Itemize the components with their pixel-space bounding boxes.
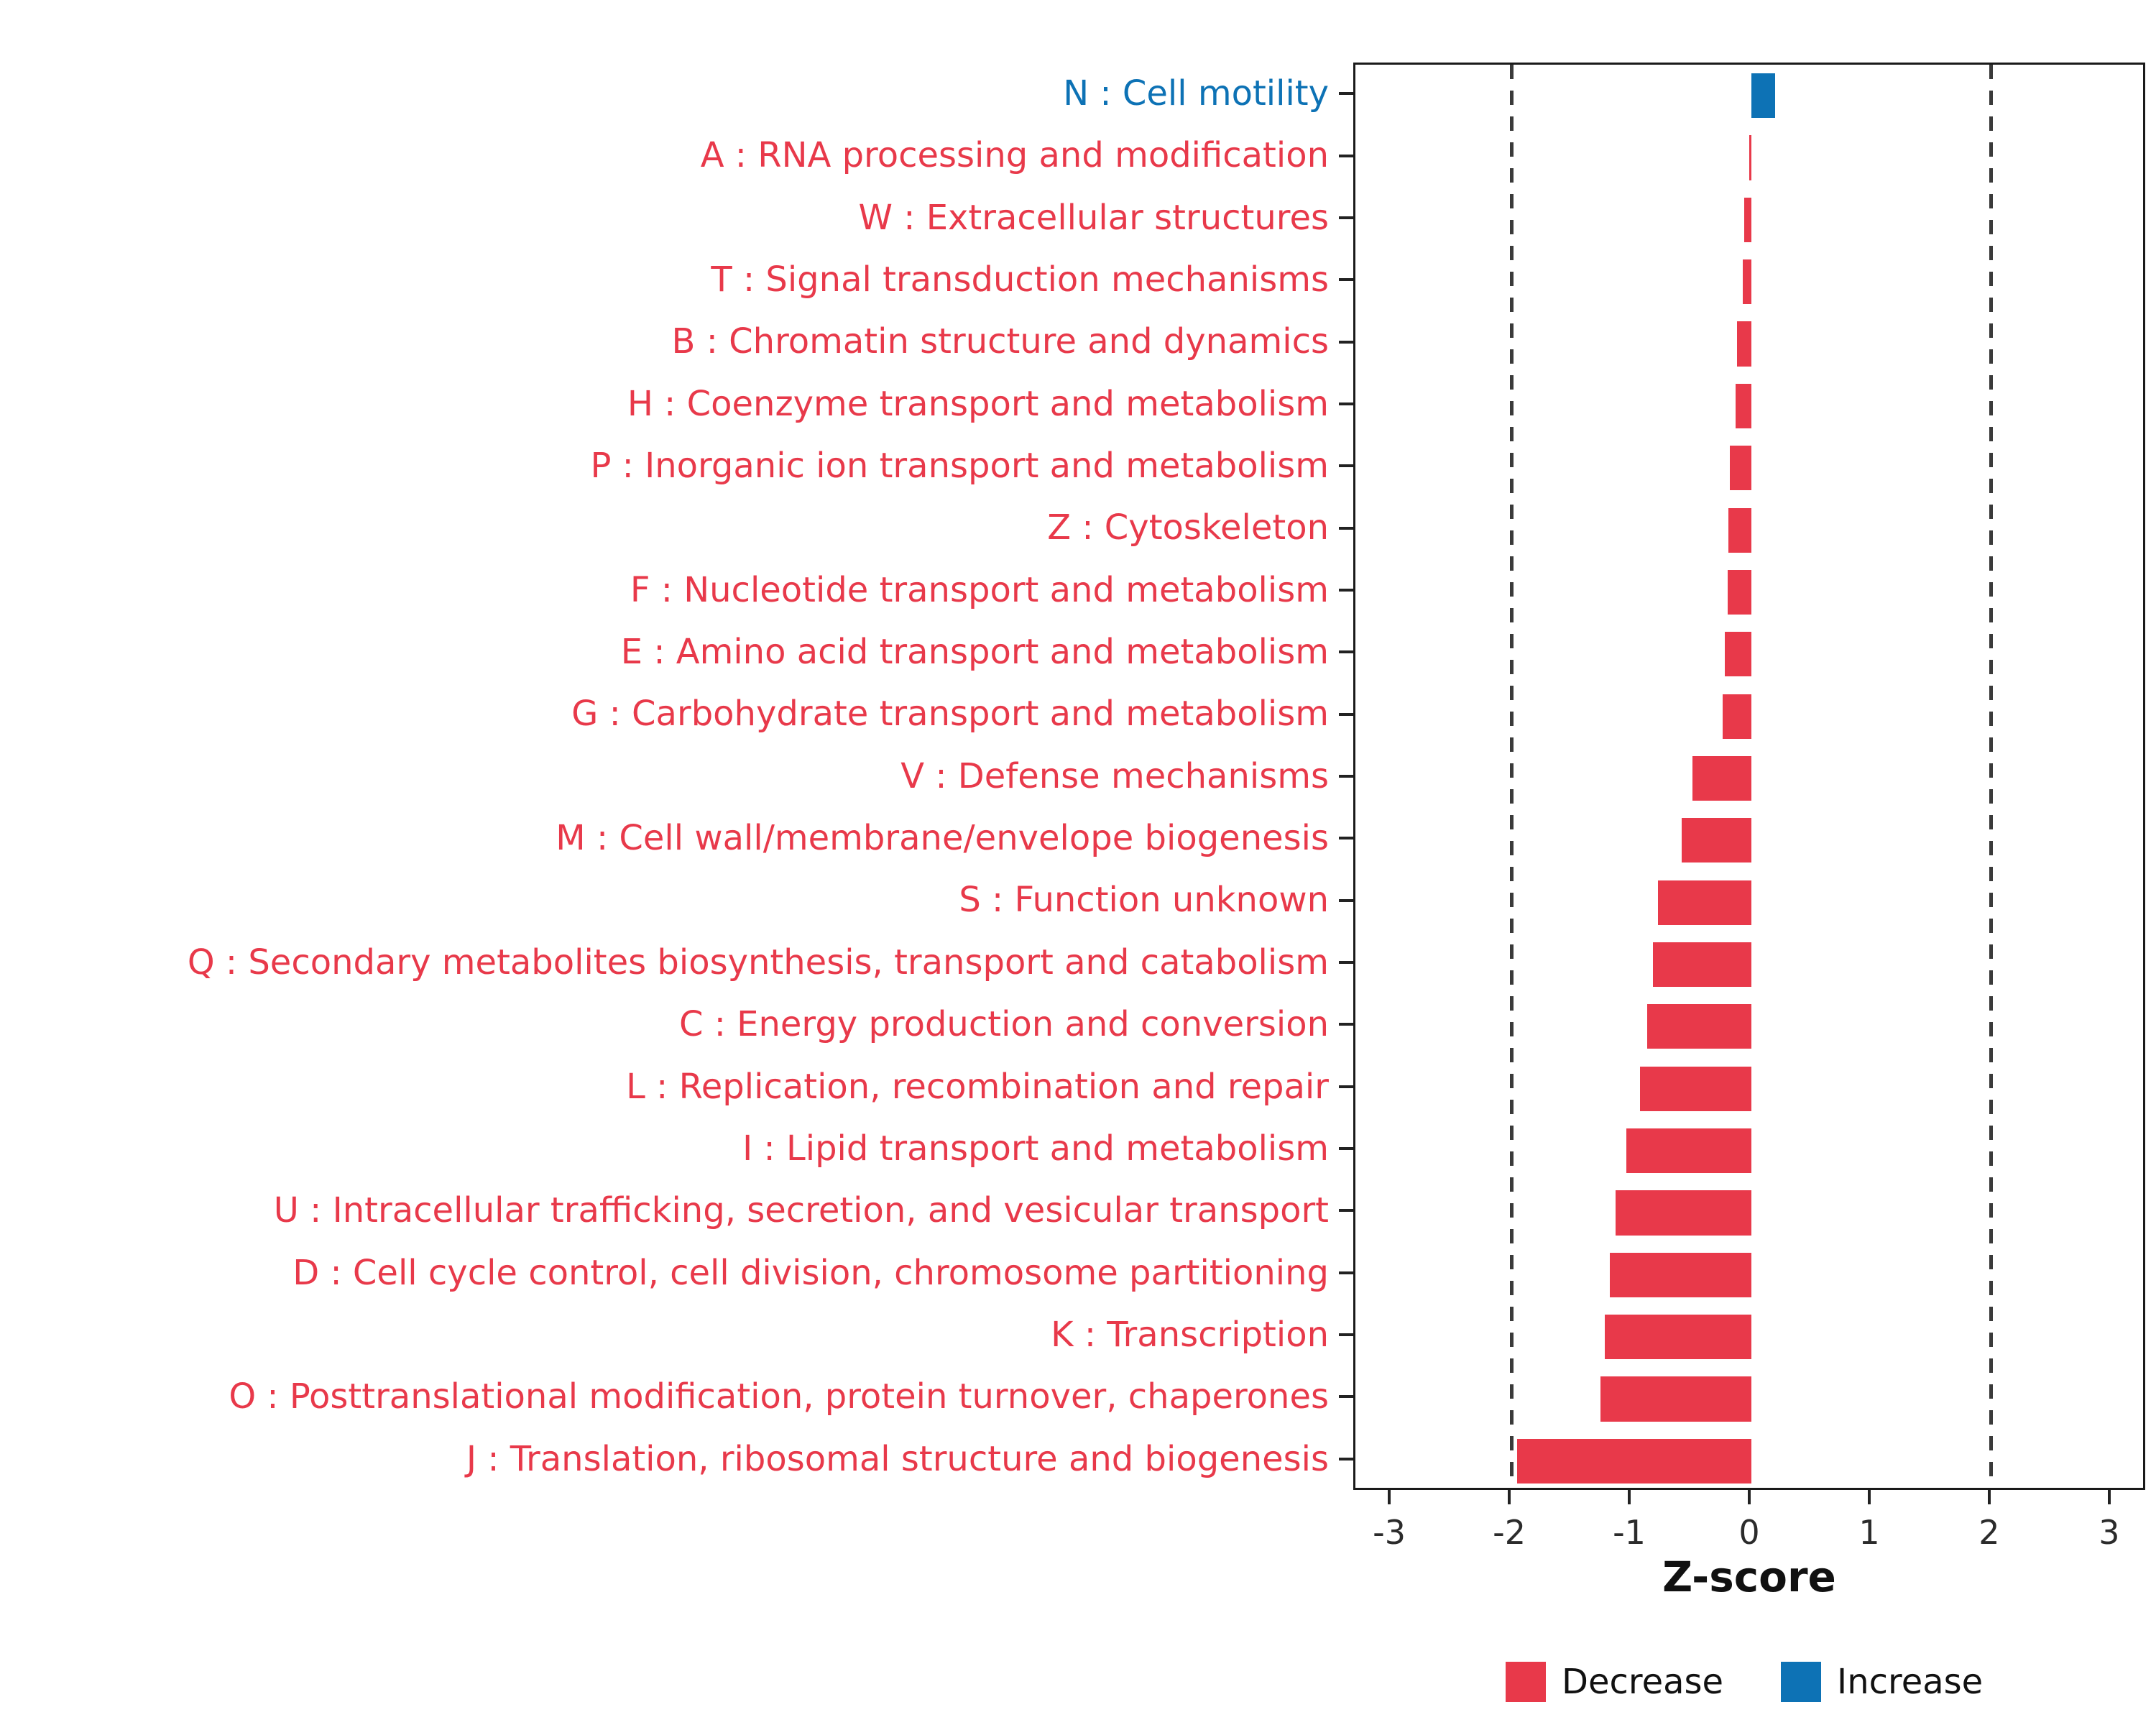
bar [1517,1438,1751,1484]
category-label: I : Lipid transport and metabolism [742,1128,1329,1169]
category-label: K : Transcription [1051,1314,1329,1355]
bar [1646,1004,1751,1049]
y-tick [1339,154,1353,157]
y-tick [1339,1457,1353,1460]
legend-label-increase: Increase [1837,1662,1984,1702]
y-tick [1339,1395,1353,1399]
category-label: F : Nucleotide transport and metabolism [630,569,1329,610]
bar [1725,632,1751,677]
category-label: O : Posttranslational modification, prot… [229,1376,1329,1417]
y-tick [1339,340,1353,344]
y-tick [1339,402,1353,405]
y-tick [1339,464,1353,468]
bar [1749,135,1751,180]
category-label: D : Cell cycle control, cell division, c… [292,1252,1329,1293]
y-tick [1339,216,1353,219]
category-label: G : Carbohydrate transport and metabolis… [571,694,1329,735]
x-tick-label: -2 [1493,1513,1526,1552]
y-tick [1339,650,1353,654]
bar [1743,197,1751,242]
legend-swatch-increase [1781,1662,1822,1702]
x-tick-label: 2 [1978,1513,2000,1552]
category-label: V : Defense mechanisms [900,755,1329,796]
bar [1736,321,1751,367]
reference-line [1989,65,1994,1488]
y-tick [1339,1333,1353,1337]
plot-panel [1353,63,2145,1490]
y-tick [1339,898,1353,902]
x-tick [1388,1490,1391,1504]
category-label: Z : Cytoskeleton [1047,507,1329,548]
x-tick [1748,1490,1751,1504]
y-tick [1339,92,1353,96]
x-tick [1867,1490,1871,1504]
bar [1736,383,1751,428]
x-axis-title: Z-score [1662,1552,1836,1601]
category-label: L : Replication, recombination and repai… [626,1066,1329,1107]
y-tick [1339,1023,1353,1026]
category-label: H : Coenzyme transport and metabolism [627,383,1329,424]
category-label: B : Chromatin structure and dynamics [671,321,1329,362]
category-label: N : Cell motility [1063,73,1329,114]
category-label: C : Energy production and conversion [678,1004,1329,1045]
bar [1626,1128,1751,1174]
y-tick [1339,775,1353,778]
x-tick-label: 1 [1858,1513,1880,1552]
bar [1728,507,1751,553]
bar [1653,942,1751,988]
x-tick-label: -1 [1613,1513,1646,1552]
x-tick-label: 0 [1738,1513,1760,1552]
bar [1639,1066,1751,1111]
bar [1692,755,1751,801]
legend-label-decrease: Decrease [1562,1662,1724,1702]
legend: Decrease Increase [1506,1653,1983,1711]
bar [1729,446,1751,491]
category-label: P : Inorganic ion transport and metaboli… [590,446,1329,487]
category-label: T : Signal transduction mechanisms [711,259,1329,300]
y-tick [1339,712,1353,716]
bar [1727,569,1751,615]
category-label: M : Cell wall/membrane/envelope biogenes… [556,818,1329,859]
y-tick [1339,1147,1353,1151]
y-tick [1339,278,1353,282]
x-tick [1628,1490,1631,1504]
category-label: Q : Secondary metabolites biosynthesis, … [187,942,1329,983]
legend-swatch-decrease [1506,1662,1546,1702]
y-tick [1339,1271,1353,1274]
bar [1616,1190,1751,1236]
bar [1743,259,1751,305]
category-label: U : Intracellular trafficking, secretion… [273,1190,1329,1231]
x-tick [2107,1490,2111,1504]
x-tick [1987,1490,1991,1504]
category-label: A : RNA processing and modification [700,135,1329,176]
y-tick [1339,588,1353,592]
x-tick-label: -3 [1373,1513,1406,1552]
y-tick [1339,1209,1353,1213]
bar [1751,73,1776,119]
x-tick-label: 3 [2099,1513,2120,1552]
y-tick [1339,961,1353,965]
category-label: J : Translation, ribosomal structure and… [466,1438,1329,1479]
reference-line [1509,65,1514,1488]
bar [1605,1315,1751,1360]
x-tick [1508,1490,1511,1504]
category-label: W : Extracellular structures [858,197,1329,238]
bar [1657,880,1751,925]
category-label: S : Function unknown [959,880,1329,921]
category-label: E : Amino acid transport and metabolism [620,632,1329,673]
bar [1682,818,1751,863]
y-tick [1339,1085,1353,1088]
bar [1609,1252,1751,1297]
y-tick [1339,526,1353,530]
bar [1600,1376,1751,1422]
y-tick [1339,837,1353,840]
bar [1722,694,1751,739]
